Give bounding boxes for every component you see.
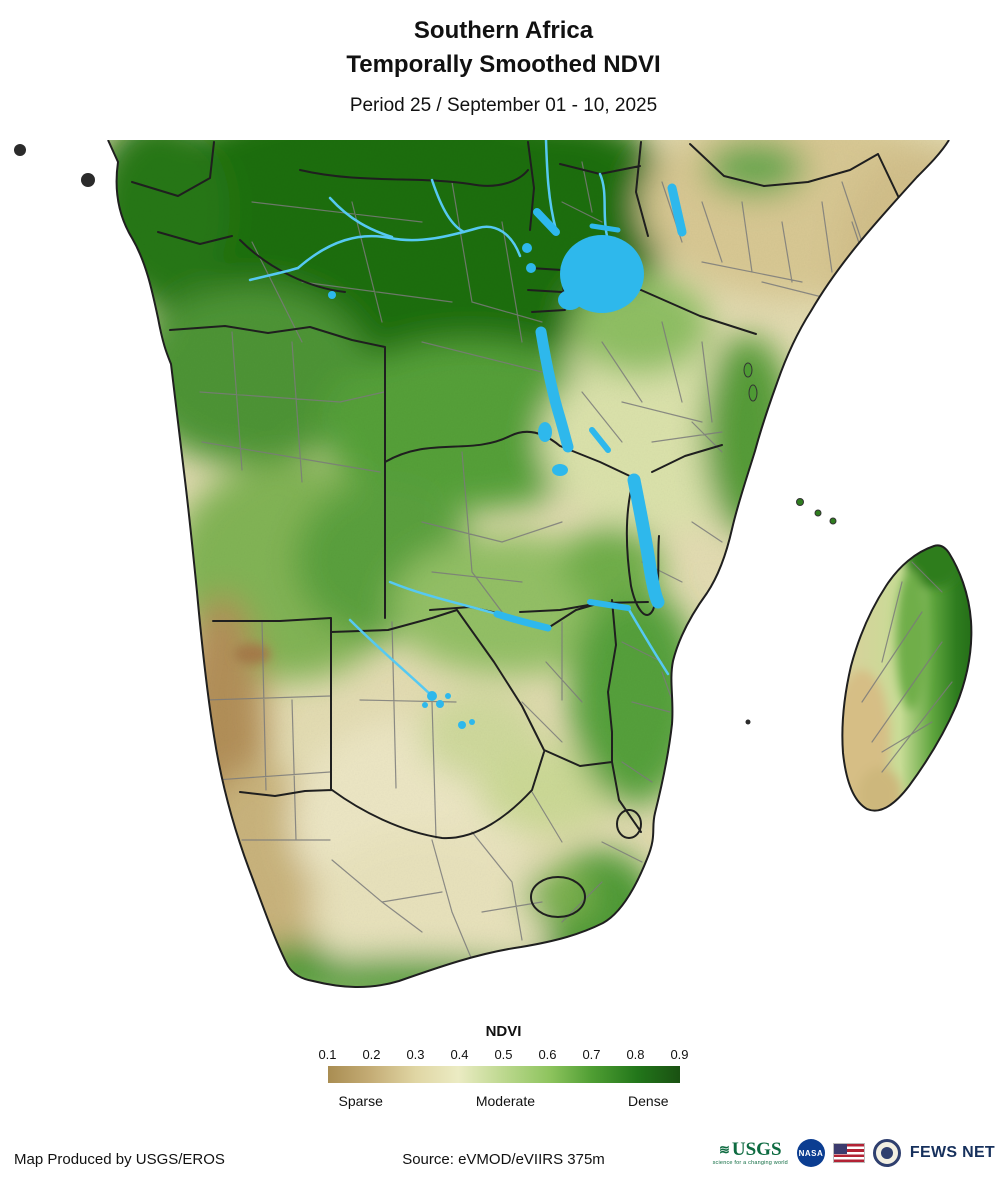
- logo-row: ≋ USGS science for a changing world NASA …: [713, 1139, 995, 1167]
- map-credit: Map Produced by USGS/EROS: [14, 1151, 225, 1168]
- legend-ticks: 0.1 0.2 0.3 0.4 0.5 0.6 0.7 0.8 0.9: [315, 1047, 693, 1062]
- lake-turkana: [667, 183, 687, 237]
- map-header: Southern Africa Temporally Smoothed NDVI…: [0, 0, 1007, 140]
- legend-tick: 0.7: [582, 1047, 601, 1062]
- ndvi-map-svg: [14, 140, 973, 988]
- legend-tick: 0.6: [538, 1047, 557, 1062]
- legend-block: NDVI 0.1 0.2 0.3 0.4 0.5 0.6 0.7 0.8 0.9…: [0, 1015, 1007, 1125]
- usgs-logo-text: USGS: [731, 1138, 782, 1160]
- state-department-seal-icon: [872, 1139, 901, 1167]
- lesotho-boundary: [530, 876, 586, 918]
- legend-tick: 0.9: [670, 1047, 689, 1062]
- nasa-logo-icon: NASA: [796, 1139, 825, 1167]
- nasa-logo-text: NASA: [798, 1148, 824, 1158]
- lake-victoria: [560, 235, 644, 313]
- zambezi-river: [388, 580, 499, 616]
- comoros-island: [814, 509, 822, 517]
- legend-labels: Sparse Moderate Dense: [339, 1093, 669, 1109]
- lake-rukwa: [589, 427, 611, 453]
- gulf-of-guinea-island: [14, 144, 26, 156]
- legend-tick: 0.1: [318, 1047, 337, 1062]
- madagascar-ndvi-regions: [842, 545, 963, 811]
- legend-label-moderate: Moderate: [475, 1093, 536, 1109]
- lake-tanganyika: [535, 326, 574, 453]
- legend-title: NDVI: [485, 1023, 522, 1040]
- us-flag-icon: [832, 1143, 865, 1163]
- legend-tick: 0.2: [362, 1047, 381, 1062]
- usgs-wave-icon: ≋: [718, 1141, 730, 1157]
- legend-tick: 0.5: [494, 1047, 513, 1062]
- islands-layer: [14, 144, 837, 725]
- madagascar-admin-boundaries: [861, 561, 953, 773]
- okavango-river: [348, 618, 434, 698]
- coastline: [107, 140, 950, 988]
- lake-mweru: [538, 422, 552, 442]
- international-boundaries: [131, 141, 921, 918]
- madagascar-coastline: [841, 544, 973, 812]
- usgs-logo: ≋ USGS science for a changing world: [713, 1140, 788, 1167]
- lakes-layer: [328, 183, 687, 729]
- comoros-island: [796, 498, 804, 506]
- ndvi-legend: NDVI 0.1 0.2 0.3 0.4 0.5 0.6 0.7 0.8 0.9…: [318, 1023, 688, 1109]
- pemba-island: [743, 362, 753, 378]
- rivers-layer: [248, 140, 670, 698]
- legend-label-sparse: Sparse: [338, 1093, 383, 1109]
- comoros-island: [829, 517, 837, 525]
- page-title: Southern Africa Temporally Smoothed NDVI: [0, 14, 1007, 81]
- admin-boundaries: [199, 161, 923, 961]
- lake-albert: [533, 208, 560, 236]
- lake-cahora-bassa: [587, 599, 631, 611]
- usgs-tagline: science for a changing world: [712, 1159, 788, 1166]
- fews-net-logo: FEWS NET: [909, 1144, 995, 1161]
- mozambique-channel-island: [745, 719, 751, 725]
- title-line1: Southern Africa: [413, 17, 594, 44]
- zanzibar-island: [748, 384, 758, 402]
- data-source: Source: eVMOD/eVIIRS 375m: [402, 1151, 605, 1168]
- lake-kivu: [526, 263, 536, 273]
- ndvi-color-bar: [327, 1066, 680, 1083]
- lake-edward: [522, 243, 532, 253]
- lake-malawi: [627, 473, 665, 609]
- us-flag-canton: [833, 1144, 847, 1154]
- raster-grain-texture: [108, 140, 949, 988]
- gulf-of-guinea-island: [81, 173, 95, 187]
- footer: Map Produced by USGS/EROS Source: eVMOD/…: [0, 1125, 1007, 1195]
- legend-label-dense: Dense: [628, 1093, 669, 1109]
- title-line2: Temporally Smoothed NDVI: [346, 50, 661, 78]
- eswatini-boundary: [616, 809, 642, 839]
- ndvi-map: [0, 140, 1007, 1015]
- lake-kyoga: [589, 223, 621, 233]
- legend-tick: 0.8: [626, 1047, 645, 1062]
- period-subtitle: Period 25 / September 01 - 10, 2025: [349, 95, 658, 117]
- lake-bangweulu: [552, 464, 568, 476]
- lake-mai-ndombe: [328, 291, 336, 299]
- okavango-delta: [422, 691, 475, 729]
- legend-tick: 0.3: [406, 1047, 425, 1062]
- legend-tick: 0.4: [450, 1047, 469, 1062]
- congo-river: [296, 225, 522, 270]
- lake-kariba: [493, 610, 552, 632]
